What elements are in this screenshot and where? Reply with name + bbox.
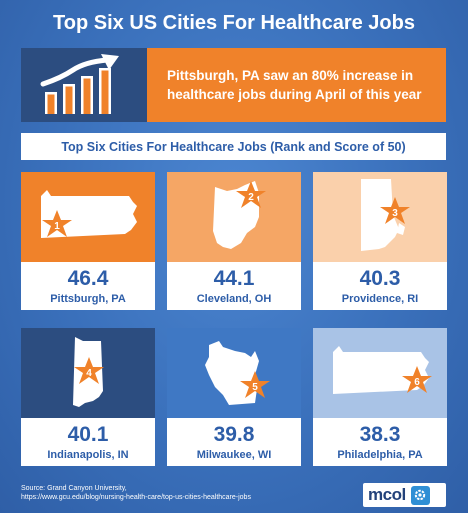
city-name: Indianapolis, IN bbox=[47, 449, 129, 461]
rank-number: 4 bbox=[86, 368, 92, 379]
mcol-gear-icon bbox=[410, 485, 430, 505]
rank-number: 1 bbox=[54, 221, 60, 232]
rank-number: 2 bbox=[248, 192, 254, 203]
rank-star-icon bbox=[236, 181, 266, 208]
city-map: 2 bbox=[167, 172, 301, 262]
ohio-map-icon: 2 bbox=[213, 181, 266, 249]
hero-text: Pittsburgh, PA saw an 80% increase in he… bbox=[147, 48, 446, 122]
city-map: 3 bbox=[313, 172, 447, 262]
hero-icon-box bbox=[21, 48, 147, 122]
city-map: 4 bbox=[21, 328, 155, 418]
rhode-island-map-icon: 3 bbox=[361, 179, 410, 251]
indiana-map-icon: 4 bbox=[73, 337, 104, 407]
mcol-logo: mcol bbox=[363, 483, 446, 507]
city-score: 46.4 bbox=[67, 267, 109, 290]
rank-star-icon bbox=[380, 197, 410, 224]
city-name: Cleveland, OH bbox=[196, 293, 272, 305]
city-name: Philadelphia, PA bbox=[337, 449, 423, 461]
rank-star-icon bbox=[74, 357, 104, 384]
city-score: 38.3 bbox=[359, 423, 401, 446]
city-card-cleveland: 2 44.1 Cleveland, OH bbox=[167, 172, 301, 310]
rank-star-icon bbox=[42, 210, 72, 237]
wisconsin-map-icon: 5 bbox=[205, 341, 270, 405]
rank-star-icon bbox=[240, 371, 270, 398]
city-card-philadelphia: 6 38.3 Philadelphia, PA bbox=[313, 328, 447, 466]
source-line: Source: Grand Canyon University, bbox=[21, 485, 127, 492]
rank-number: 3 bbox=[392, 208, 398, 219]
pennsylvania-map-icon: 6 bbox=[333, 346, 432, 394]
page-title: Top Six US Cities For Healthcare Jobs bbox=[53, 12, 415, 34]
city-map: 1 bbox=[21, 172, 155, 262]
city-name: Providence, RI bbox=[341, 293, 419, 305]
pennsylvania-map-icon: 1 bbox=[41, 190, 137, 238]
hero-banner: Pittsburgh, PA saw an 80% increase in he… bbox=[21, 48, 446, 122]
city-score: 44.1 bbox=[213, 267, 255, 290]
city-name: Milwaukee, WI bbox=[196, 449, 272, 461]
city-card-providence: 3 40.3 Providence, RI bbox=[313, 172, 447, 310]
source-url[interactable]: https://www.gcu.edu/blog/nursing-health-… bbox=[21, 494, 251, 501]
city-map: 6 bbox=[313, 328, 447, 418]
bar-chart-growth-icon bbox=[40, 54, 119, 114]
city-name: Pittsburgh, PA bbox=[50, 293, 126, 305]
section-subtitle: Top Six Cities For Healthcare Jobs (Rank… bbox=[21, 133, 446, 160]
logo-text: mcol bbox=[368, 485, 406, 504]
rank-number: 6 bbox=[414, 377, 420, 388]
city-score: 40.1 bbox=[67, 423, 109, 446]
city-card-indianapolis: 4 40.1 Indianapolis, IN bbox=[21, 328, 155, 466]
source-citation: Source: Grand Canyon University, https:/… bbox=[21, 484, 351, 502]
city-score: 40.3 bbox=[359, 267, 401, 290]
city-card-pittsburgh: 1 46.4 Pittsburgh, PA bbox=[21, 172, 155, 310]
city-card-milwaukee: 5 39.8 Milwaukee, WI bbox=[167, 328, 301, 466]
rank-number: 5 bbox=[252, 382, 258, 393]
city-score: 39.8 bbox=[213, 423, 255, 446]
city-map: 5 bbox=[167, 328, 301, 418]
rank-star-icon bbox=[402, 366, 432, 393]
